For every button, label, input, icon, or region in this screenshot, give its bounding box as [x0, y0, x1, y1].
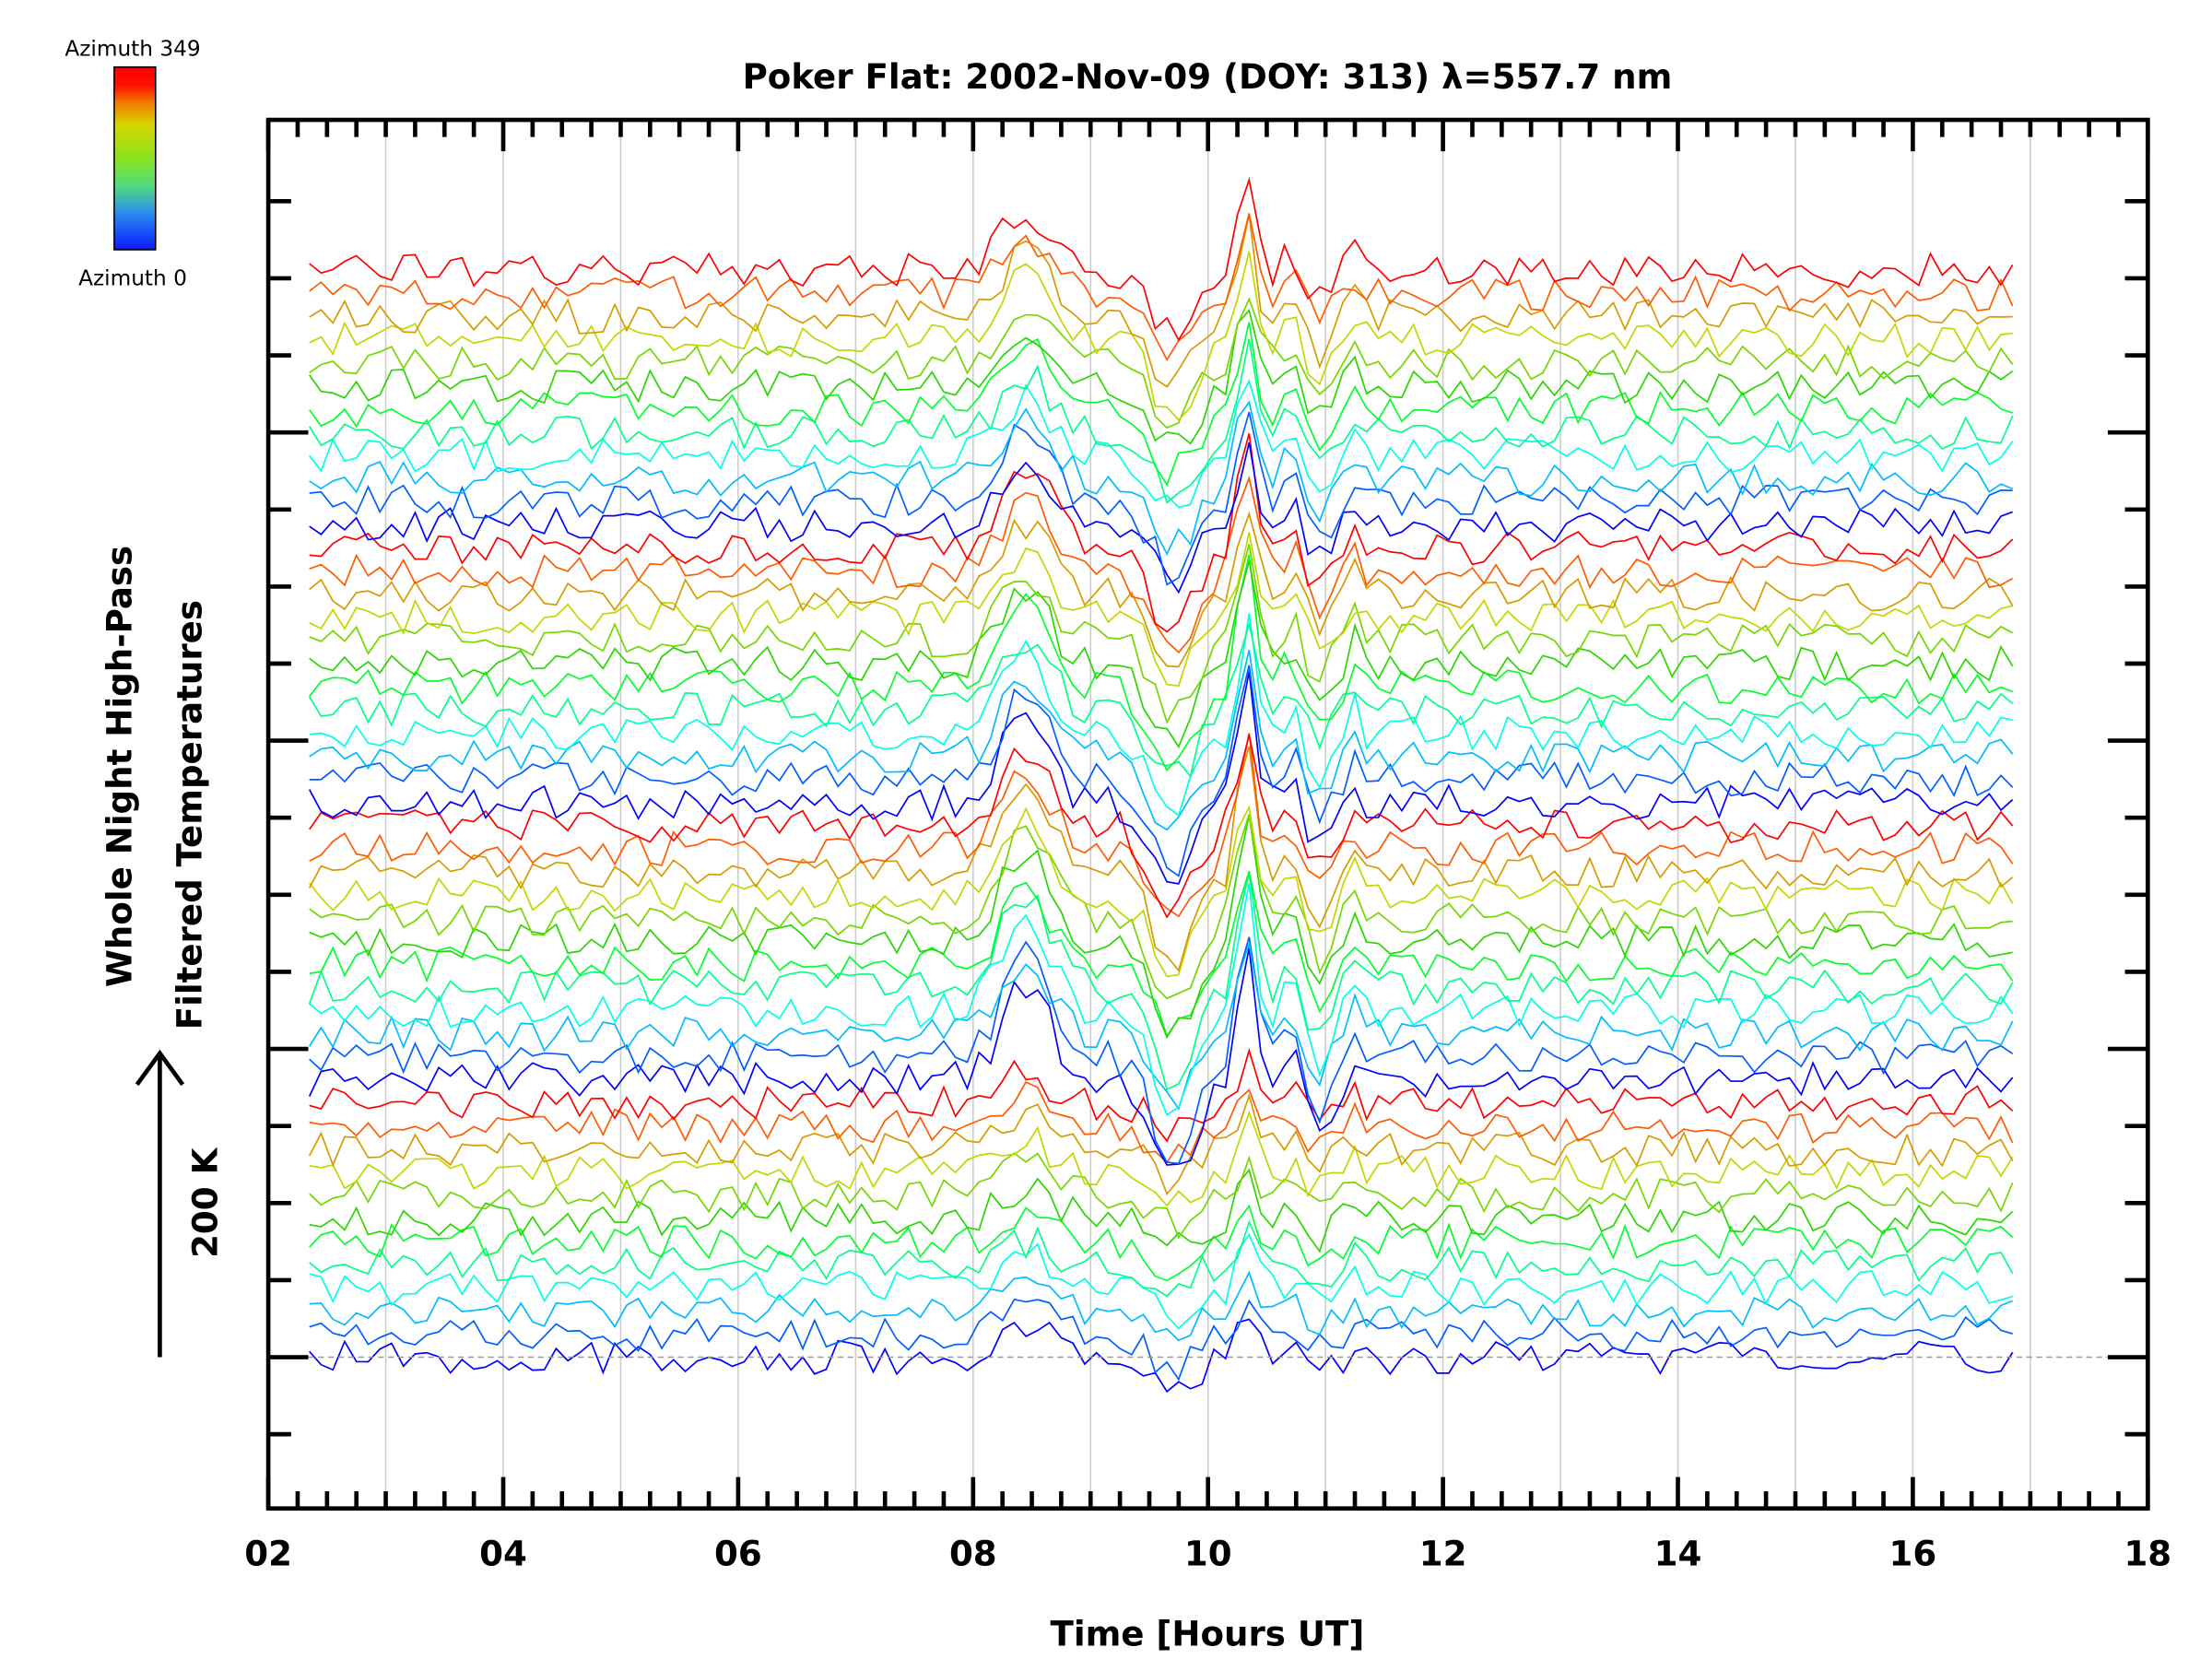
x-tick-label: 08: [949, 1535, 997, 1574]
series-line-azimuth-349: [309, 433, 2014, 633]
series-line-azimuth-349: [308, 734, 2014, 919]
series-line-azimuth-64: [308, 943, 2014, 1112]
series-line-azimuth-0: [308, 947, 2014, 1166]
series-line-azimuth-254: [309, 532, 2013, 688]
series-line-azimuth-159: [309, 554, 2013, 772]
series-line-azimuth-127: [308, 872, 2014, 1091]
series-line-azimuth-32: [309, 665, 2014, 877]
y-axis-label-line2: Filtered Temperatures: [170, 600, 209, 1030]
series-line-azimuth-222: [309, 1152, 2014, 1240]
series-line-azimuth-318: [309, 733, 2014, 918]
x-tick-label: 18: [2124, 1535, 2171, 1574]
series-line-azimuth-0: [308, 671, 2014, 885]
axis-ticks: [265, 120, 2150, 1509]
series-line-azimuth-64: [309, 649, 2014, 831]
chart-title: Poker Flat: 2002-Nov-09 (DOY: 313) λ=557…: [743, 57, 1673, 97]
series-line-azimuth-222: [309, 544, 2014, 725]
series-line-azimuth-127: [309, 1219, 2014, 1298]
x-axis-label: Time [Hours UT]: [1050, 1614, 1364, 1653]
series-line-azimuth-191: [309, 560, 2014, 749]
series-line-azimuth-222: [309, 297, 2014, 429]
series-line-azimuth-159: [309, 322, 2013, 487]
x-tick-label: 02: [244, 1535, 292, 1574]
series-line-azimuth-127: [308, 338, 2014, 504]
series-line-azimuth-222: [309, 814, 2013, 1000]
series-line-azimuth-254: [309, 251, 2013, 421]
series-line-azimuth-349: [309, 176, 2014, 342]
series-line-azimuth-318: [309, 475, 2014, 654]
series-line-azimuth-286: [309, 214, 2013, 388]
x-tick-label: 04: [479, 1535, 527, 1574]
series-line-azimuth-318: [309, 213, 2014, 362]
series-line-azimuth-32: [309, 411, 2013, 586]
series-line-azimuth-96: [309, 1232, 2013, 1330]
series-line-azimuth-32: [309, 936, 2014, 1165]
series-group: [308, 176, 2014, 1394]
series-line-azimuth-96: [309, 883, 2014, 1116]
x-tick-label: 16: [1889, 1535, 1937, 1574]
series-line-azimuth-349: [309, 1047, 2014, 1143]
series-line-azimuth-191: [309, 1168, 2014, 1253]
colorbar: [113, 66, 157, 251]
series-line-azimuth-286: [308, 1092, 2014, 1196]
x-tick-labels: 02 04 06 08 10 12 14 16 18: [244, 1535, 2171, 1574]
series-line-azimuth-96: [309, 613, 2013, 818]
series-line-azimuth-191: [308, 308, 2014, 445]
series-line-azimuth-286: [308, 746, 2014, 972]
series-line-azimuth-159: [309, 871, 2014, 1038]
series-line-azimuth-191: [309, 815, 2013, 1040]
series-line-azimuth-32: [309, 1299, 2013, 1382]
series-line-azimuth-286: [309, 511, 2014, 668]
series-line-azimuth-64: [309, 1270, 2014, 1342]
grid: [384, 120, 2031, 1509]
x-tick-label: 10: [1184, 1535, 1232, 1574]
series-line-azimuth-64: [309, 400, 2014, 557]
x-tick-label: 14: [1654, 1535, 1702, 1574]
series-line-azimuth-254: [309, 1110, 2014, 1207]
series-line-azimuth-127: [308, 623, 2014, 779]
colorbar-bottom-label: Azimuth 0: [78, 266, 187, 291]
series-line-azimuth-254: [309, 805, 2014, 978]
x-tick-label: 12: [1419, 1535, 1467, 1574]
y-axis-label-line1: Whole Night High-Pass: [100, 546, 139, 987]
series-line-azimuth-318: [309, 1080, 2014, 1164]
scale-bar-arrow: [135, 1049, 185, 1358]
series-line-azimuth-96: [309, 378, 2014, 509]
colorbar-top-label: Azimuth 349: [65, 36, 200, 61]
series-line-azimuth-159: [309, 1204, 2014, 1282]
scale-bar-label: 200 K: [185, 1147, 225, 1257]
x-tick-label: 06: [714, 1535, 762, 1574]
